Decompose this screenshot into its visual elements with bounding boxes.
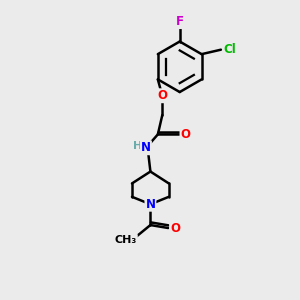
Text: N: N	[141, 141, 151, 154]
Text: CH₃: CH₃	[115, 235, 137, 245]
Text: F: F	[176, 15, 184, 28]
Text: O: O	[157, 89, 167, 102]
Text: N: N	[146, 198, 155, 211]
Text: O: O	[170, 221, 180, 235]
Text: Cl: Cl	[224, 43, 236, 56]
Text: H: H	[133, 141, 142, 151]
Text: O: O	[181, 128, 190, 141]
